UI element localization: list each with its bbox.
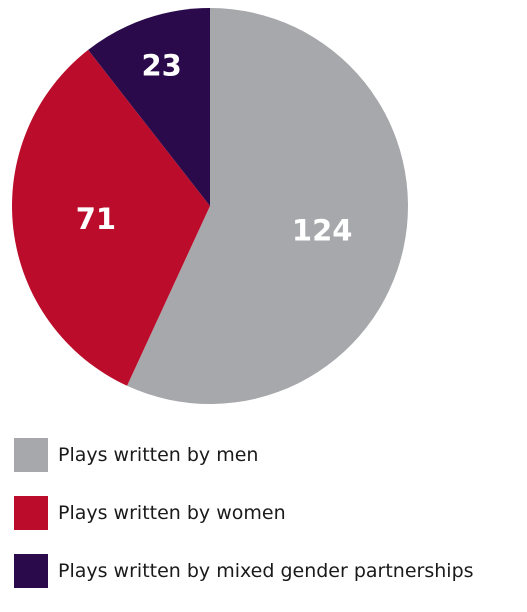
legend-label-women: Plays written by women bbox=[58, 502, 286, 524]
legend-label-mixed: Plays written by mixed gender partnershi… bbox=[58, 560, 474, 582]
pie-slice-labels: 124 71 23 bbox=[76, 49, 353, 248]
pie-value-label-men: 124 bbox=[292, 214, 353, 248]
legend-item-mixed: Plays written by mixed gender partnershi… bbox=[14, 554, 474, 588]
pie-slice-men bbox=[127, 8, 409, 404]
chart-legend: Plays written by men Plays written by wo… bbox=[14, 438, 474, 612]
pie-slice-mixed bbox=[88, 8, 210, 206]
pie-value-label-women: 71 bbox=[76, 202, 116, 236]
legend-swatch-men bbox=[14, 438, 48, 472]
pie-slices bbox=[11, 8, 409, 404]
legend-swatch-mixed bbox=[14, 554, 48, 588]
legend-swatch-women bbox=[14, 496, 48, 530]
legend-item-men: Plays written by men bbox=[14, 438, 474, 472]
pie-chart: 124 71 23 bbox=[11, 8, 409, 404]
legend-label-men: Plays written by men bbox=[58, 444, 259, 466]
pie-value-label-mixed: 23 bbox=[141, 49, 181, 83]
legend-item-women: Plays written by women bbox=[14, 496, 474, 530]
pie-slice-women bbox=[11, 49, 210, 386]
